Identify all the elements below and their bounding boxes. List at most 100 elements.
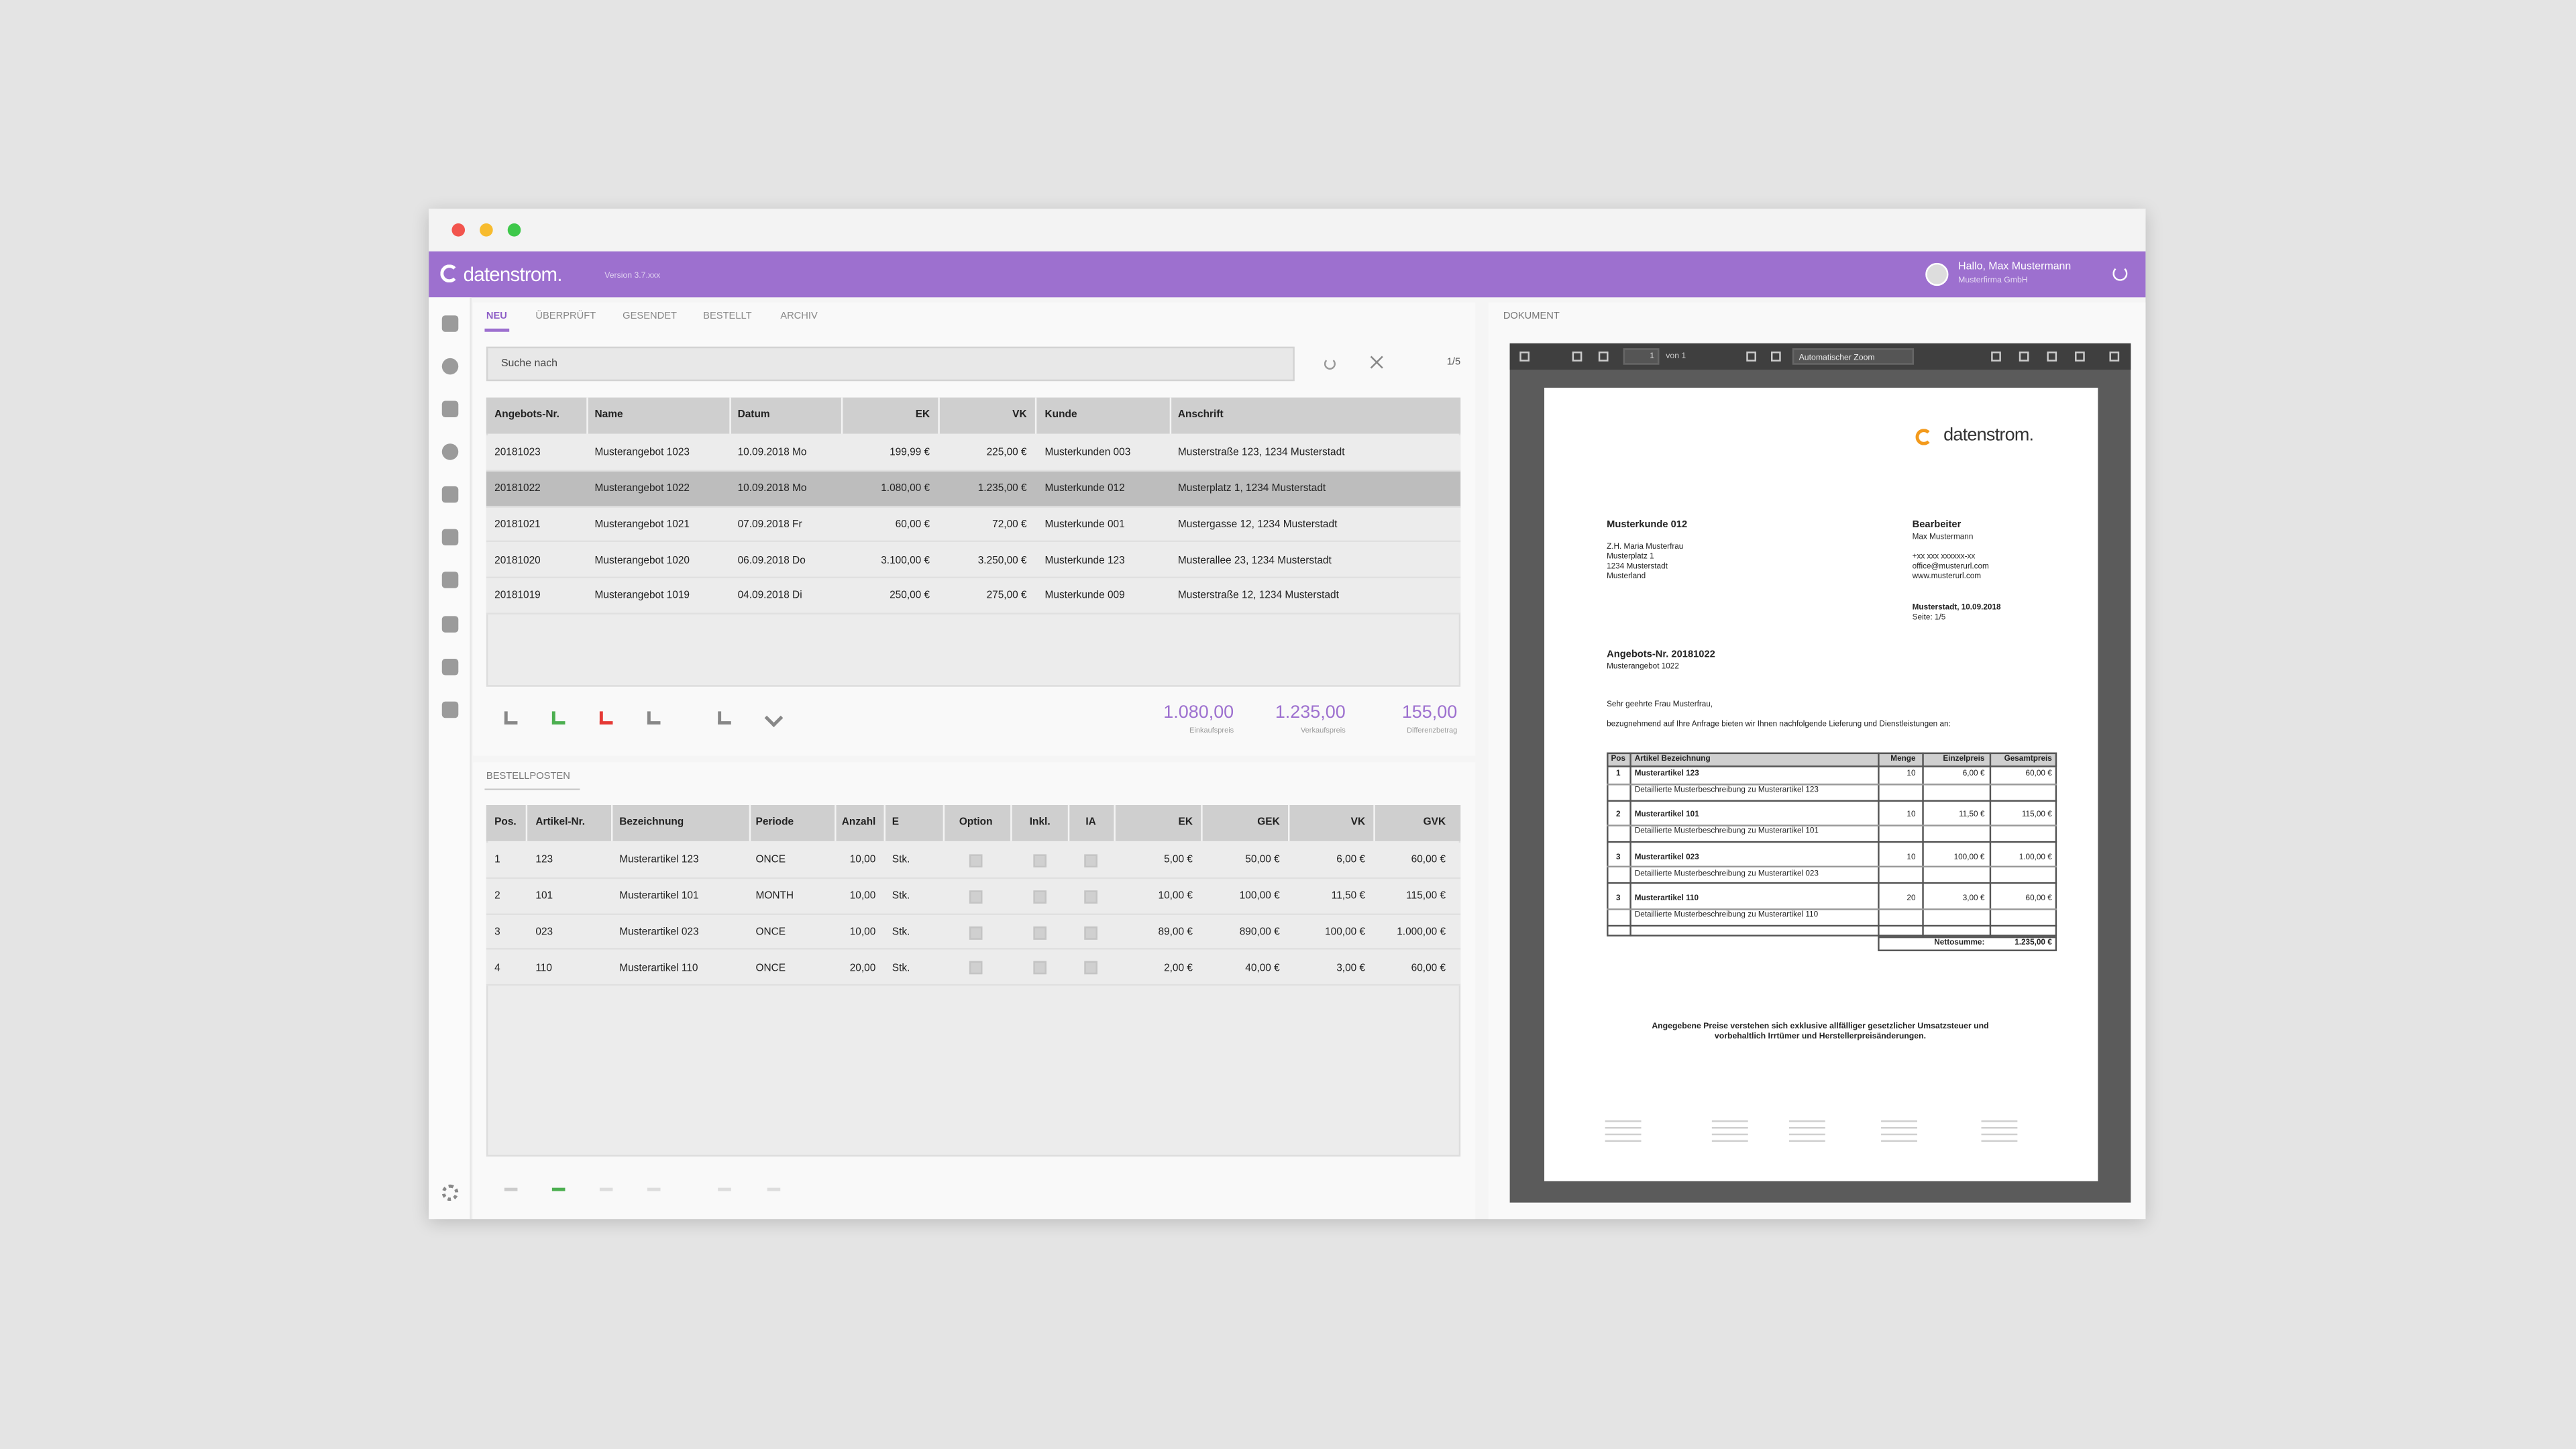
tab[interactable]: NEU bbox=[486, 313, 507, 323]
toolbar-button[interactable] bbox=[504, 711, 518, 724]
toolbar-button[interactable] bbox=[767, 1178, 781, 1191]
toolbar-button[interactable] bbox=[718, 1178, 731, 1191]
checkbox[interactable] bbox=[969, 890, 983, 904]
table-row[interactable] bbox=[486, 435, 1461, 472]
total-label: Einkaufspreis bbox=[1189, 725, 1234, 735]
settings-button[interactable] bbox=[441, 1184, 459, 1201]
viewer-button[interactable] bbox=[2109, 352, 2120, 362]
checkbox[interactable] bbox=[1084, 854, 1097, 868]
checkbox[interactable] bbox=[1084, 961, 1097, 975]
cell: 10,00 bbox=[849, 855, 876, 867]
cell: 50,00 € bbox=[1245, 855, 1280, 867]
page-input[interactable] bbox=[1623, 348, 1660, 365]
power-button[interactable] bbox=[2112, 266, 2128, 281]
tab[interactable]: ÜBERPRÜFT bbox=[535, 313, 596, 323]
nav-icon[interactable] bbox=[441, 659, 459, 676]
checkbox[interactable] bbox=[969, 926, 983, 939]
greeting: Hallo, Max Mustermann bbox=[1958, 261, 2072, 273]
column-header: GEK bbox=[1257, 816, 1280, 828]
toolbar-button[interactable] bbox=[647, 1178, 661, 1191]
pdf-cell: 11,50 € bbox=[1959, 812, 1985, 821]
avatar[interactable] bbox=[1925, 262, 1949, 286]
cell: 6,00 € bbox=[1336, 855, 1366, 867]
table-row[interactable] bbox=[486, 471, 1461, 507]
nav-icon[interactable] bbox=[441, 616, 459, 633]
minimize-button[interactable] bbox=[480, 223, 493, 237]
customer-line: Musterland bbox=[1607, 573, 1646, 582]
toolbar-button[interactable] bbox=[647, 711, 661, 724]
checkbox[interactable] bbox=[1033, 854, 1046, 868]
zoom[interactable]: Automatischer Zoom bbox=[1799, 353, 1875, 364]
cell: Musterallee 23, 1234 Musterstadt bbox=[1177, 554, 1332, 566]
nav-icon[interactable] bbox=[441, 358, 459, 375]
zoom-select[interactable] bbox=[1792, 348, 1915, 365]
tab[interactable]: BESTELLT bbox=[703, 313, 752, 323]
nav-icon[interactable] bbox=[441, 315, 459, 332]
logo-icon bbox=[440, 264, 459, 283]
viewer-button[interactable] bbox=[2047, 352, 2057, 362]
checkbox[interactable] bbox=[1084, 926, 1097, 939]
tab: BESTELLPOSTEN bbox=[486, 772, 570, 783]
table-row[interactable] bbox=[486, 543, 1461, 579]
cell: 20181020 bbox=[494, 554, 541, 566]
viewer-button[interactable] bbox=[1770, 352, 1781, 362]
nav-icon[interactable] bbox=[441, 400, 459, 418]
toolbar-button[interactable] bbox=[599, 711, 613, 724]
footer-line bbox=[1788, 1140, 1825, 1142]
column-divider bbox=[1067, 804, 1070, 841]
viewer-button[interactable] bbox=[1572, 352, 1582, 362]
toolbar-button[interactable] bbox=[599, 1178, 613, 1191]
pdf-page bbox=[1544, 387, 2098, 1181]
checkbox[interactable] bbox=[1084, 890, 1097, 904]
viewer-button[interactable] bbox=[2019, 352, 2029, 362]
viewer-button[interactable] bbox=[2075, 352, 2085, 362]
checkbox[interactable] bbox=[1033, 926, 1046, 939]
footer-line bbox=[1605, 1140, 1642, 1142]
total-value: 1.235,00 bbox=[1275, 704, 1346, 724]
company: Musterfirma GmbH bbox=[1958, 276, 2028, 286]
search-box[interactable] bbox=[486, 346, 1295, 382]
column-header: VK bbox=[1350, 816, 1366, 828]
pdf-desc: Detaillierte Musterbeschreibung zu Muste… bbox=[1634, 828, 1819, 837]
cell: Musterkunde 123 bbox=[1044, 554, 1125, 566]
nav-icon[interactable] bbox=[441, 572, 459, 588]
viewer-button[interactable] bbox=[1746, 352, 1756, 362]
footer-line bbox=[1981, 1120, 2018, 1123]
column-header: Angebots-Nr. bbox=[494, 409, 559, 421]
toolbar-button[interactable] bbox=[551, 711, 566, 724]
nav-icon[interactable] bbox=[441, 486, 459, 503]
cell: Musterkunde 012 bbox=[1044, 483, 1125, 495]
tab[interactable]: ARCHIV bbox=[780, 313, 818, 323]
pdf-cell: 20 bbox=[1907, 895, 1916, 904]
nav-icon[interactable] bbox=[441, 443, 459, 460]
cell: Musterangebot 1022 bbox=[594, 483, 690, 495]
footer-line bbox=[1788, 1120, 1825, 1123]
viewer-button[interactable] bbox=[1598, 352, 1609, 362]
cell: Stk. bbox=[892, 962, 910, 974]
cell: Musterkunde 009 bbox=[1044, 590, 1125, 602]
cell: ONCE bbox=[755, 855, 786, 867]
toolbar-button[interactable] bbox=[718, 711, 731, 724]
nav-icon[interactable] bbox=[441, 529, 459, 546]
maximize-button[interactable] bbox=[507, 223, 521, 237]
toolbar-button[interactable] bbox=[551, 1178, 566, 1191]
tab[interactable]: GESENDET bbox=[623, 313, 678, 323]
checkbox[interactable] bbox=[1033, 890, 1046, 904]
viewer-button[interactable] bbox=[1991, 352, 2001, 362]
footer-line bbox=[1788, 1133, 1825, 1136]
cell: 60,00 € bbox=[895, 519, 930, 531]
checkbox[interactable] bbox=[969, 961, 983, 975]
refresh-button[interactable] bbox=[1324, 358, 1336, 370]
column-header: Periode bbox=[755, 816, 794, 828]
table-row[interactable] bbox=[486, 506, 1461, 543]
checkbox[interactable] bbox=[1033, 961, 1046, 975]
close-button[interactable] bbox=[451, 223, 466, 237]
table-row[interactable] bbox=[486, 578, 1461, 614]
viewer-button[interactable] bbox=[1519, 352, 1529, 362]
checkbox[interactable] bbox=[969, 854, 983, 868]
toolbar-button[interactable] bbox=[504, 1178, 518, 1191]
customer-line: Z.H. Maria Musterfrau bbox=[1607, 543, 1684, 553]
pdf-cell: Musterartikel 023 bbox=[1634, 853, 1699, 863]
nav-icon[interactable] bbox=[441, 701, 459, 718]
cell: 72,00 € bbox=[992, 519, 1027, 531]
